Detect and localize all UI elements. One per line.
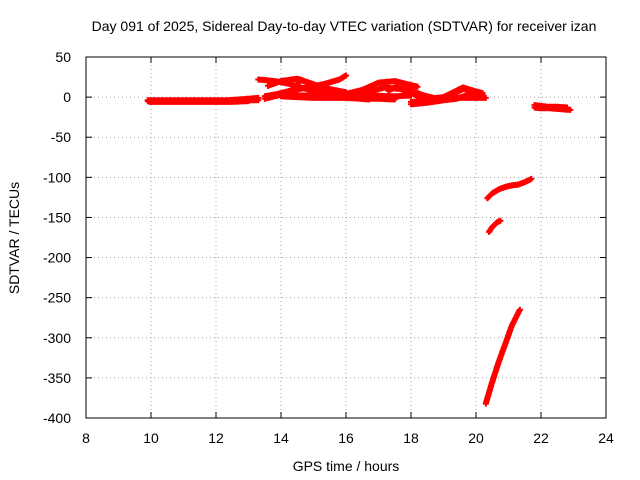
x-tick-label: 16 [338,430,354,446]
y-tick-label: 0 [63,89,71,105]
chart-title: Day 091 of 2025, Sidereal Day-to-day VTE… [92,18,597,34]
data-point-trace [265,75,349,96]
data-point-trace [482,306,523,407]
data-point-trace [343,78,421,97]
y-tick-label: 50 [55,49,71,65]
data-point-trace [484,175,535,202]
data-point-trace [531,104,574,113]
y-tick-label: -400 [43,410,71,426]
data-point-trace [486,217,504,235]
x-tick-label: 22 [533,430,549,446]
data-point-trace [146,98,252,105]
data-point-trace [414,84,486,103]
x-tick-label: 20 [468,430,484,446]
data-point-trace [447,94,489,101]
y-tick-label: -100 [43,169,71,185]
data-marks [144,72,574,407]
x-tick-label: 14 [273,430,289,446]
x-tick-label: 18 [403,430,419,446]
x-axis: 8 10 12 14 16 18 20 22 24 [82,57,614,446]
x-axis-label: GPS time / hours [293,458,400,474]
y-axis: -400 -350 -300 -250 -200 -150 -100 -50 0 50 [43,49,606,426]
y-tick-label: -250 [43,290,71,306]
y-tick-label: -300 [43,330,71,346]
y-tick-label: -200 [43,250,71,266]
y-tick-label: -150 [43,209,71,225]
data-point-trace [278,93,398,103]
y-axis-label: SDTVAR / TECUs [6,182,22,294]
x-tick-label: 12 [208,430,224,446]
y-tick-label: -50 [51,129,71,145]
y-tick-label: -350 [43,370,71,386]
x-tick-label: 8 [82,430,90,446]
x-tick-label: 24 [598,430,614,446]
x-tick-label: 10 [143,430,159,446]
